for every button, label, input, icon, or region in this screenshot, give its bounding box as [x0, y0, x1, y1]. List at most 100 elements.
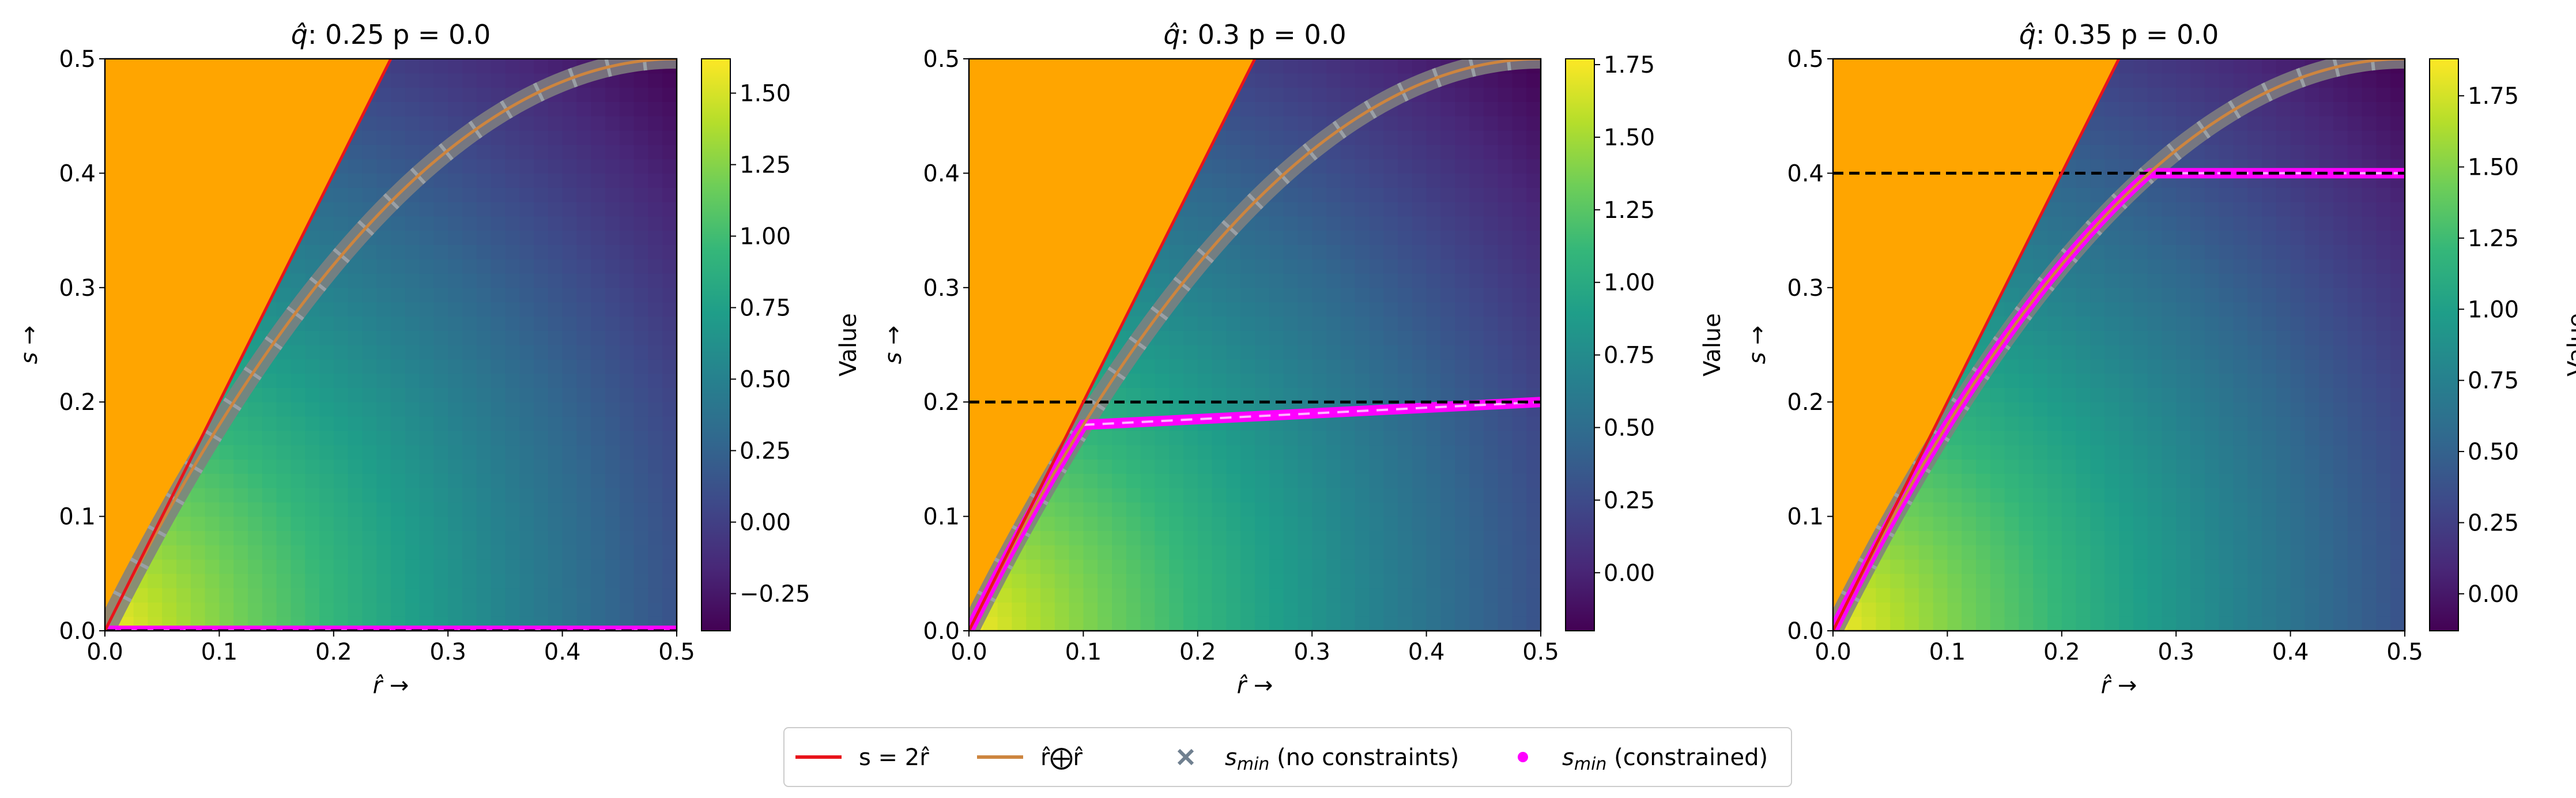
heatmap-cell	[2090, 273, 2105, 288]
heatmap-cell	[505, 202, 520, 217]
heatmap-cell	[2162, 445, 2177, 460]
heatmap-cell	[2390, 373, 2405, 388]
heatmap-cell	[1512, 302, 1527, 317]
heatmap-cell	[2247, 430, 2262, 446]
heatmap-cell	[176, 530, 191, 545]
heatmap-cell	[1326, 559, 1341, 574]
heatmap-cell	[462, 287, 477, 303]
heatmap-cell	[1498, 416, 1513, 431]
heatmap-cell	[2047, 545, 2062, 560]
heatmap-cell	[1298, 59, 1312, 74]
heatmap-cell	[462, 402, 477, 417]
heatmap-cell	[2276, 445, 2291, 460]
heatmap-cell	[1269, 516, 1284, 531]
heatmap-cell	[662, 187, 677, 202]
heatmap-cell	[2147, 459, 2162, 474]
heatmap-cell	[1876, 602, 1891, 617]
heatmap-cell	[1498, 588, 1513, 603]
heatmap-cell	[1226, 530, 1241, 545]
heatmap-cell	[433, 416, 448, 431]
heatmap-cell	[291, 359, 306, 374]
heatmap-cell	[2233, 387, 2248, 402]
heatmap-cell	[319, 373, 334, 388]
heatmap-cell	[333, 445, 349, 460]
heatmap-cell	[2376, 359, 2391, 374]
heatmap-cell	[2076, 259, 2091, 274]
heatmap-cell	[2390, 430, 2405, 446]
heatmap-cell	[1126, 545, 1141, 560]
heatmap-cell	[2119, 287, 2134, 303]
heatmap-cell	[633, 130, 648, 145]
heatmap-cell	[2076, 173, 2091, 188]
heatmap-cell	[1512, 316, 1527, 331]
heatmap-cell	[362, 573, 377, 589]
heatmap-cell	[2362, 488, 2377, 503]
heatmap-cell	[1083, 545, 1098, 560]
heatmap-cell	[491, 502, 506, 517]
heatmap-cell	[1212, 287, 1227, 303]
heatmap-cell	[1183, 430, 1198, 446]
heatmap-cell	[2133, 559, 2148, 574]
heatmap-cell	[1426, 287, 1441, 303]
heatmap-cell	[333, 588, 349, 603]
heatmap-cell	[633, 459, 648, 474]
heatmap-cell	[291, 473, 306, 488]
heatmap-cell	[2319, 259, 2334, 274]
heatmap-cell	[1398, 502, 1413, 517]
heatmap-cell	[505, 259, 520, 274]
heatmap-cell	[662, 259, 677, 274]
heatmap-cell	[1512, 216, 1527, 231]
heatmap-cell	[2305, 330, 2319, 345]
heatmap-cell	[2162, 101, 2177, 116]
heatmap-cell	[2247, 187, 2262, 202]
heatmap-cell	[1512, 373, 1527, 388]
heatmap-cell	[1412, 101, 1427, 116]
heatmap-cell	[1097, 516, 1112, 531]
heatmap-cell	[1326, 545, 1341, 560]
heatmap-cell	[1298, 588, 1312, 603]
heatmap-cell	[2076, 616, 2091, 631]
heatmap-cell	[448, 316, 463, 331]
heatmap-cell	[1355, 330, 1370, 345]
heatmap-cell	[1526, 273, 1541, 288]
heatmap-cell	[2376, 202, 2391, 217]
heatmap-cell	[2033, 602, 2048, 617]
heatmap-cell	[2119, 559, 2134, 574]
heatmap-cell	[2019, 516, 2034, 531]
heatmap-cell	[176, 602, 191, 617]
heatmap-cell	[405, 545, 420, 560]
heatmap-cell	[333, 502, 349, 517]
heatmap-cell	[1283, 530, 1298, 545]
heatmap-cell	[1112, 445, 1127, 460]
heatmap-cell	[2262, 530, 2277, 545]
heatmap-cell	[2276, 273, 2291, 288]
heatmap-cell	[534, 545, 549, 560]
heatmap-cell	[2276, 559, 2291, 574]
heatmap-cell	[1255, 545, 1270, 560]
heatmap-cell	[305, 373, 320, 388]
heatmap-cell	[1169, 602, 1184, 617]
heatmap-cell	[2362, 473, 2377, 488]
heatmap-cell	[2090, 530, 2105, 545]
heatmap-cell	[1240, 359, 1255, 374]
heatmap-cell	[633, 488, 648, 503]
heatmap-cell	[1512, 588, 1527, 603]
heatmap-cell	[462, 530, 477, 545]
heatmap-cell	[2290, 116, 2305, 131]
heatmap-cell	[1312, 445, 1327, 460]
heatmap-cell	[2119, 545, 2134, 560]
heatmap-cell	[1269, 230, 1284, 245]
heatmap-cell	[1947, 545, 1962, 560]
heatmap-cell	[1183, 359, 1198, 374]
heatmap-cell	[190, 559, 206, 574]
heatmap-cell	[1483, 230, 1499, 245]
heatmap-cell	[2061, 559, 2077, 574]
heatmap-cell	[491, 73, 506, 88]
heatmap-cell	[433, 359, 448, 374]
heatmap-cell	[1240, 602, 1255, 617]
heatmap-cell	[519, 416, 534, 431]
heatmap-cell	[1183, 387, 1198, 402]
heatmap-cell	[1083, 445, 1098, 460]
heatmap-cell	[433, 530, 448, 545]
heatmap-cell	[2376, 559, 2391, 574]
